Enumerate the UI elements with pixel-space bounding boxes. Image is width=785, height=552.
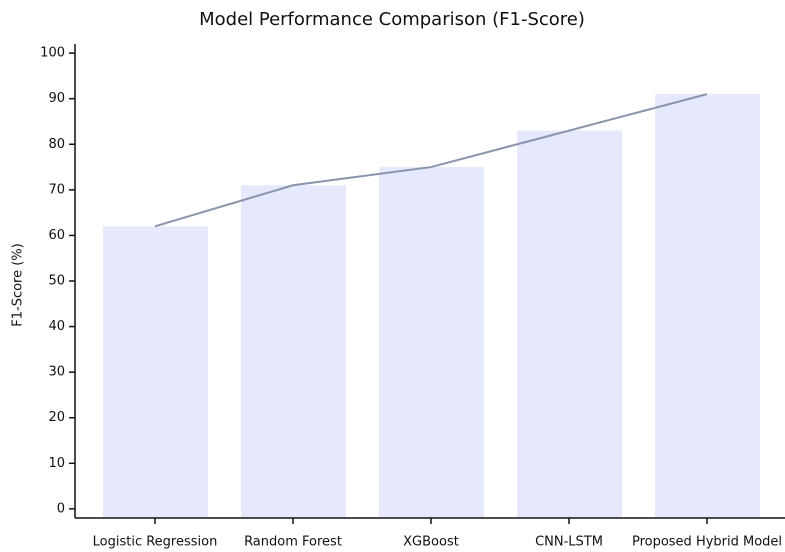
- bar: [655, 94, 760, 518]
- x-tick-label: XGBoost: [403, 535, 459, 550]
- chart-title: Model Performance Comparison (F1-Score): [199, 9, 585, 30]
- y-tick-label: 50: [48, 274, 65, 289]
- x-tick-label: Logistic Regression: [93, 535, 218, 550]
- bar: [103, 226, 208, 519]
- y-tick-label: 70: [48, 182, 65, 197]
- y-tick-label: 80: [48, 137, 65, 152]
- line: [154, 93, 708, 228]
- y-tick-label: 10: [48, 456, 65, 471]
- y-tick-label: 40: [48, 319, 65, 334]
- y-tick-label: 0: [57, 501, 65, 516]
- y-tick-label: 60: [48, 228, 65, 243]
- bar: [379, 167, 484, 519]
- x-tick-label: CNN-LSTM: [535, 535, 603, 550]
- x-tick-label: Random Forest: [244, 535, 342, 550]
- y-tick-label: 90: [48, 91, 65, 106]
- y-tick-label: 30: [48, 365, 65, 380]
- bar: [241, 185, 346, 519]
- bar: [517, 130, 622, 518]
- x-tick-label: Proposed Hybrid Model: [632, 535, 782, 550]
- y-axis-label: F1-Score (%): [11, 243, 26, 326]
- y-tick-label: 100: [40, 46, 65, 61]
- y-tick-label: 20: [48, 410, 65, 425]
